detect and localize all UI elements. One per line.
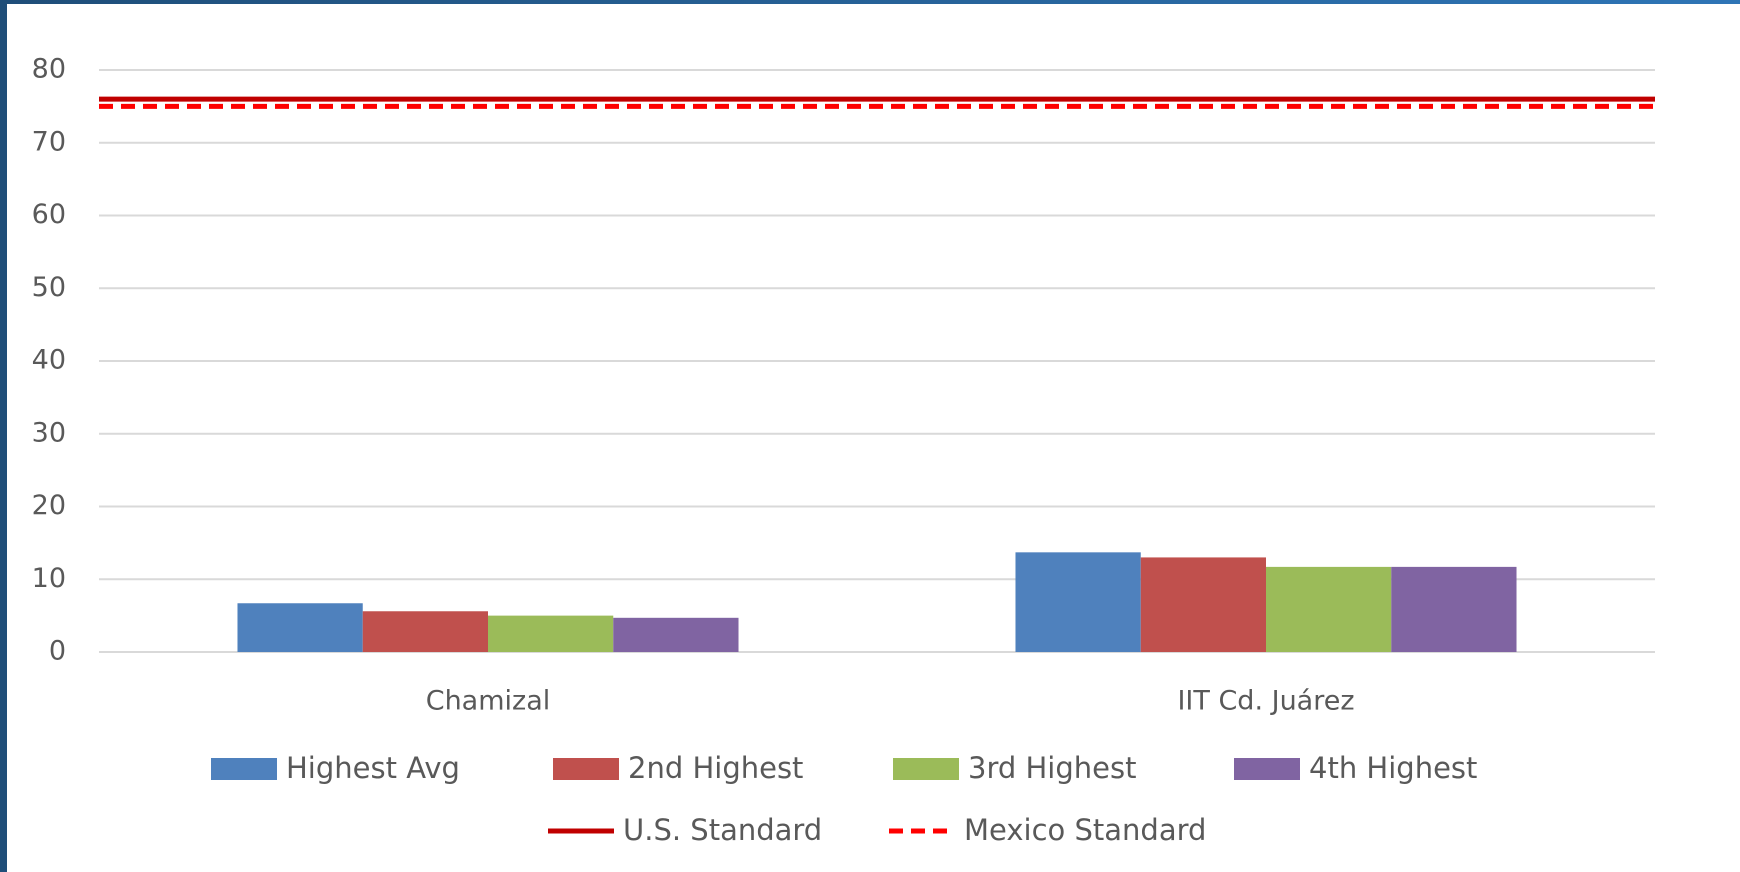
bar	[1266, 566, 1392, 652]
bar	[362, 611, 488, 652]
x-tick-label: IIT Cd. Juárez	[1177, 686, 1354, 717]
bar	[613, 617, 739, 652]
legend-swatch	[1234, 758, 1300, 780]
legend-label: 2nd Highest	[628, 751, 803, 785]
x-tick-label: Chamizal	[426, 686, 551, 717]
legend-label: 4th Highest	[1309, 751, 1477, 785]
legend-label: U.S. Standard	[623, 813, 822, 847]
y-tick-label: 80	[32, 54, 66, 85]
y-tick-label: 30	[32, 417, 66, 448]
top-border	[0, 0, 1740, 4]
legend-label: Mexico Standard	[964, 813, 1206, 847]
y-tick-label: 60	[32, 199, 66, 230]
left-border	[0, 0, 7, 872]
bar	[1015, 552, 1141, 652]
legend-label: Highest Avg	[286, 751, 460, 785]
y-tick-label: 50	[32, 272, 66, 303]
bar	[1140, 557, 1266, 652]
legend-swatch	[553, 758, 619, 780]
legend-swatch	[211, 758, 277, 780]
bar	[488, 615, 614, 652]
y-tick-label: 40	[32, 345, 66, 376]
y-tick-label: 10	[32, 563, 66, 594]
bar	[1391, 566, 1517, 652]
y-tick-label: 70	[32, 126, 66, 157]
legend-label: 3rd Highest	[968, 751, 1136, 785]
y-tick-label: 20	[32, 490, 66, 521]
bar	[237, 603, 363, 652]
y-tick-label: 0	[49, 636, 66, 667]
legend-swatch	[893, 758, 959, 780]
